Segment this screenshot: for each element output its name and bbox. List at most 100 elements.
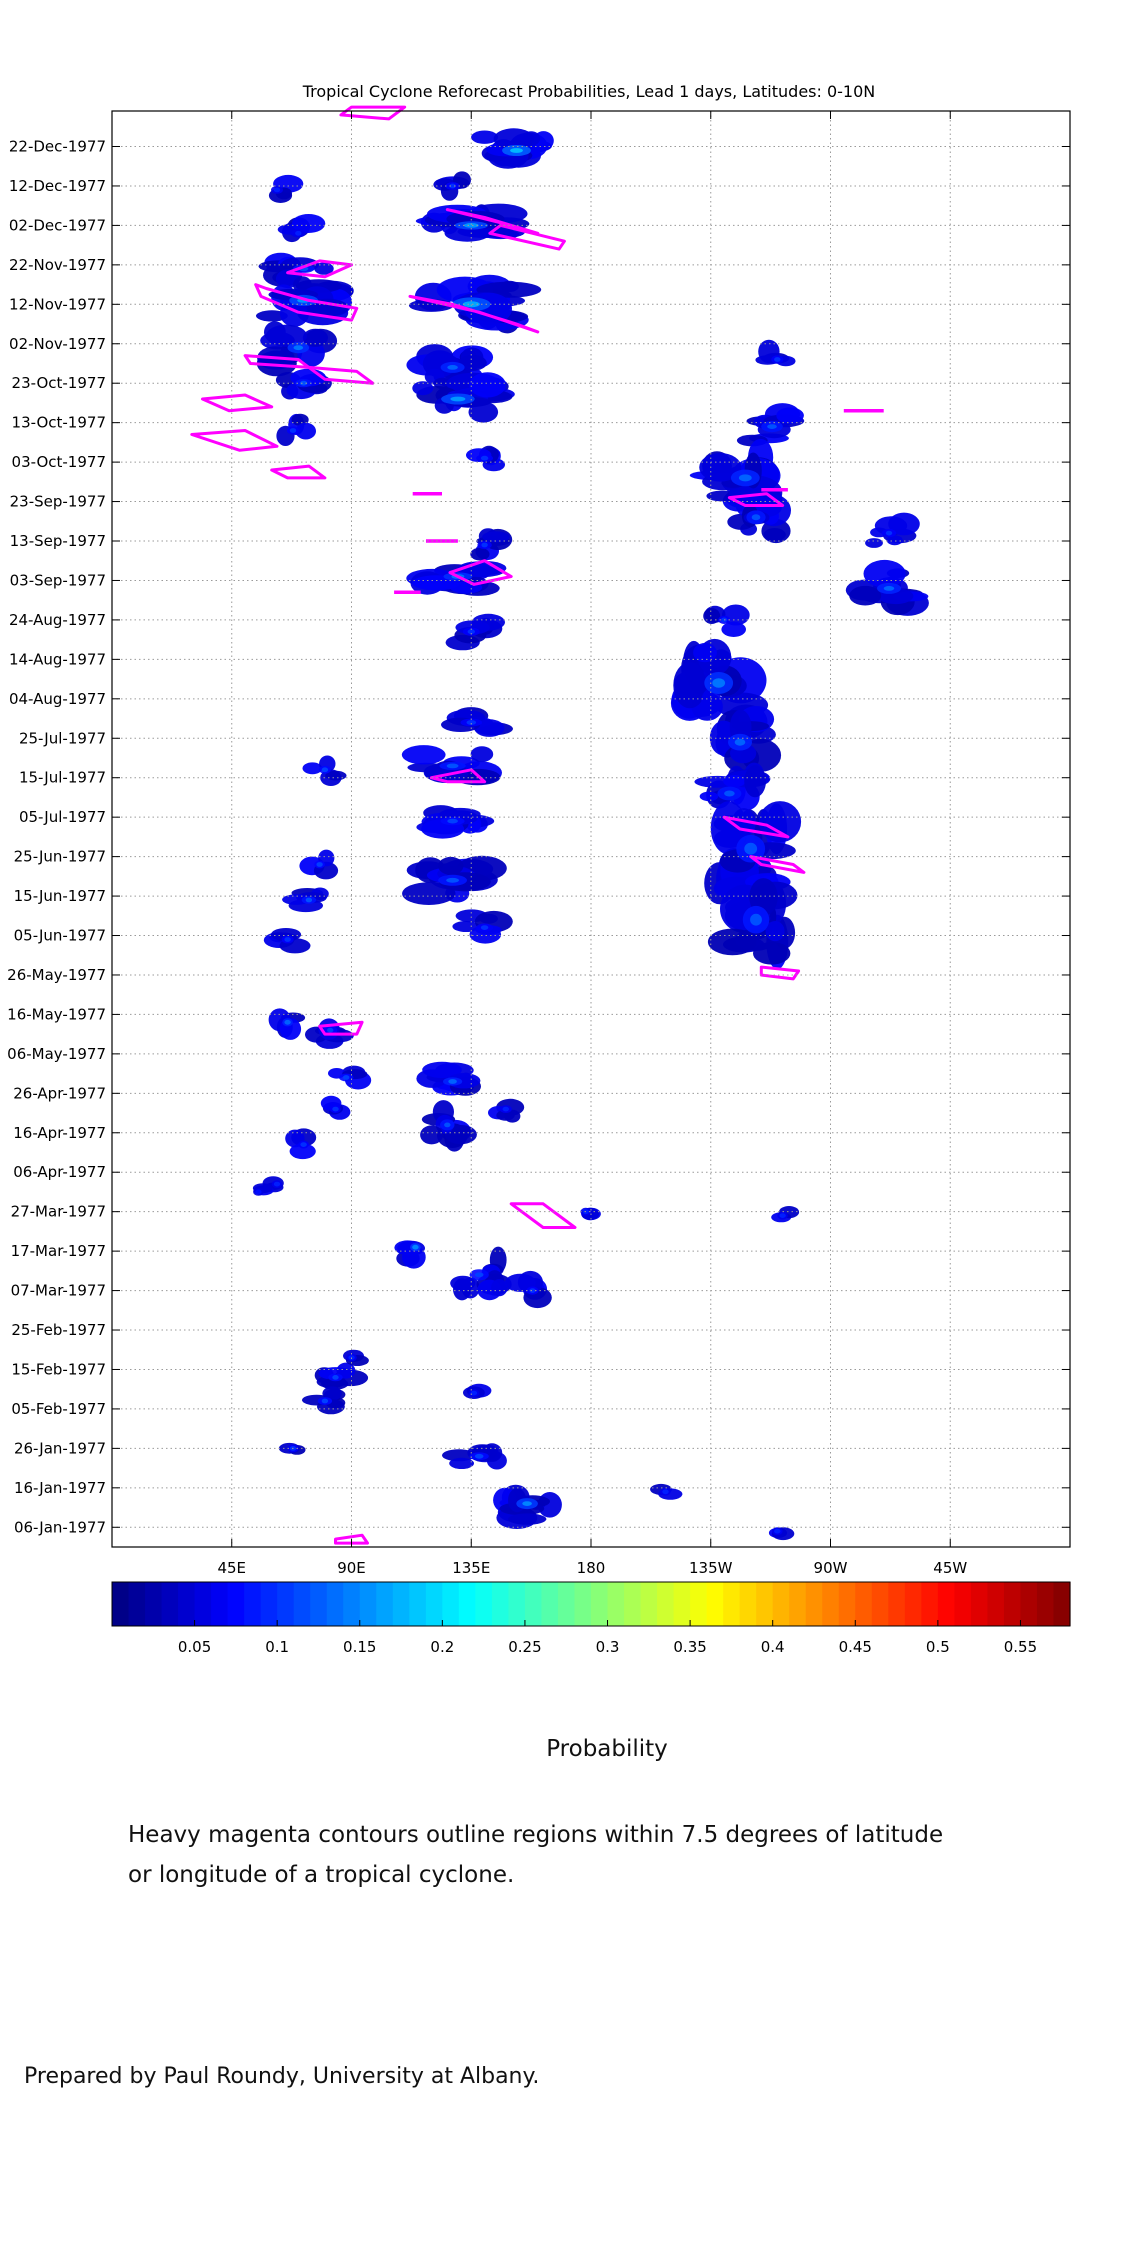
colorbar-segment [557,1582,576,1626]
heat-blob [703,608,721,624]
colorbar-segment [1003,1582,1022,1626]
colorbar-segment [888,1582,906,1626]
heat-blob [721,621,746,638]
colorbar-segment [145,1582,163,1626]
heat-blob [482,531,510,543]
colorbar-segment [442,1582,460,1626]
heat-blob [321,1378,349,1390]
heat-blob [474,719,505,737]
heat-peak [774,357,781,362]
cyclone-contour [722,815,790,839]
heat-blob [765,921,785,942]
colorbar: 0.05 0.1 0.15 0.2 0.25 0.3 0.35 0.4 0.45 0.5 0.55 [111,1581,1071,1656]
heat-blob [504,1273,536,1292]
x-tick-label: 135E [452,1559,490,1577]
heat-blob [442,1449,476,1462]
y-tick-label: 13-Sep-1977 [10,532,106,550]
heat-peak [255,1189,262,1195]
y-tick-label: 12-Nov-1977 [9,295,106,313]
heat-blob [888,512,920,536]
colorbar-segment [293,1582,311,1626]
colorbar-segment [425,1582,443,1626]
heat-blob [701,688,722,715]
heat-blob [699,453,742,482]
colorbar-segment [260,1582,278,1626]
heat-blob [508,1513,547,1525]
heat-peak [767,424,777,429]
heat-peak [724,790,735,797]
chart-title: Tropical Cyclone Reforecast Probabilitie… [302,82,876,101]
y-tick-label: 23-Oct-1977 [12,374,106,392]
cyclone-contour [429,768,487,784]
heat-blob [758,801,802,843]
axes: 45E 90E 135E 180 135W 90W 45W 22-Dec-1977 12-Dec… [7,110,1071,1577]
cyclone-contour [408,294,540,334]
colorbar-segment [475,1582,493,1626]
heat-peak [463,223,479,228]
heat-blob [723,775,746,788]
heat-blob [459,566,504,578]
heat-peak [470,1390,478,1396]
heat-peak [734,738,746,746]
colorbar-segment [607,1582,625,1626]
y-tick-label: 06-Jan-1977 [14,1518,106,1536]
colorbar-segment [491,1582,510,1626]
colorbar-segment [310,1582,328,1626]
cyclone-contours [190,105,884,1545]
colorbar-segment [673,1582,691,1626]
colorbar-segment [624,1582,642,1626]
cyclone-contour [270,464,327,480]
heat-peak [883,586,895,591]
heat-peak [273,187,281,193]
x-tick-label: 180 [577,1559,606,1577]
y-tick-label: 17-Mar-1977 [11,1242,106,1260]
heat-blob [450,1275,476,1291]
y-tick-label: 12-Dec-1977 [9,177,106,195]
heat-peak [738,474,752,482]
heat-blob [420,1125,444,1145]
colorbar-segment [822,1582,840,1626]
cyclone-contour [334,1533,369,1545]
heat-blob [438,856,464,875]
heat-blob [469,372,506,398]
colorbar-segment [772,1582,790,1626]
heat-peak [751,514,761,521]
heat-blob [504,1109,521,1123]
y-tick-label: 05-Feb-1977 [11,1400,106,1418]
colorbar-segment [805,1582,823,1626]
heat-blob [849,585,882,606]
colorbar-segment [161,1582,179,1626]
cyclone-contour [201,393,274,413]
heat-blob [776,407,804,424]
heat-blob [491,1279,508,1297]
colorbar-segment [690,1582,708,1626]
y-tick-label: 27-Mar-1977 [11,1203,106,1221]
cyclone-contour [318,1020,364,1036]
colorbar-tick-label: 0.4 [761,1638,785,1656]
y-tick-label: 23-Sep-1977 [10,493,106,511]
heat-peak [744,842,758,855]
heat-peak [449,183,456,189]
heat-peak [885,530,893,536]
heat-blob [302,762,323,775]
colorbar-tick-label: 0.3 [596,1638,620,1656]
heat-peak [779,1213,786,1218]
heat-blob [744,765,766,798]
colorbar-segment [739,1582,757,1626]
heat-peak [510,148,523,153]
grid-lines [112,111,1070,1547]
heat-peak [327,1027,334,1033]
colorbar-segment [855,1582,873,1626]
heat-blob [734,928,777,951]
y-tick-label: 25-Jun-1977 [14,848,106,866]
colorbar-segment [326,1582,344,1626]
heat-peak [446,763,459,769]
cyclone-contour [509,1202,577,1229]
heat-peak [522,1501,532,1506]
heat-peak [321,767,329,773]
colorbar-segment [838,1582,856,1626]
colorbar-title: Probability [546,1736,668,1762]
heat-peak [412,1244,419,1250]
heat-blob [266,324,307,347]
